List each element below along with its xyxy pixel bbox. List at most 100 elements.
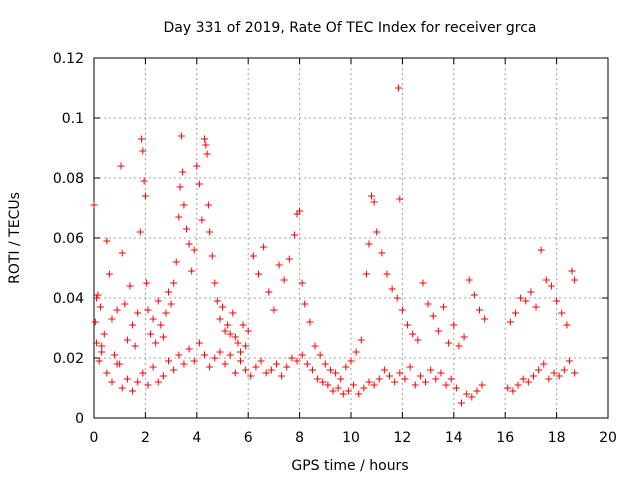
data-point <box>529 372 537 380</box>
data-point <box>537 246 545 254</box>
data-point <box>95 357 103 365</box>
data-point <box>226 330 234 338</box>
data-point <box>105 270 113 278</box>
data-point <box>547 282 555 290</box>
data-point <box>455 342 463 350</box>
data-point <box>152 339 160 347</box>
data-point <box>481 315 489 323</box>
data-point <box>447 375 455 383</box>
x-tick-label: 16 <box>496 430 514 446</box>
data-point <box>208 252 216 260</box>
data-point <box>463 390 471 398</box>
data-point <box>129 387 137 395</box>
data-point <box>355 390 363 398</box>
data-point <box>195 339 203 347</box>
data-point <box>517 294 525 302</box>
x-tick-label: 20 <box>599 430 617 446</box>
data-point <box>149 315 157 323</box>
data-point <box>139 147 147 155</box>
data-point <box>159 333 167 341</box>
data-point <box>560 366 568 374</box>
data-point <box>511 309 519 317</box>
data-point <box>370 381 378 389</box>
data-point <box>522 297 530 305</box>
x-tick-label: 18 <box>548 430 566 446</box>
data-point <box>401 375 409 383</box>
data-point <box>179 168 187 176</box>
data-point <box>236 348 244 356</box>
data-point <box>396 369 404 377</box>
data-point <box>344 387 352 395</box>
data-point <box>514 381 522 389</box>
data-point <box>422 378 430 386</box>
data-point <box>93 294 101 302</box>
data-point <box>211 354 219 362</box>
data-points <box>90 84 579 407</box>
data-point <box>450 321 458 329</box>
data-point <box>131 342 139 350</box>
data-point <box>198 216 206 224</box>
data-point <box>139 369 147 377</box>
data-point <box>242 366 250 374</box>
data-point <box>175 351 183 359</box>
data-point <box>290 231 298 239</box>
data-point <box>416 372 424 380</box>
data-point <box>170 279 178 287</box>
data-point <box>391 378 399 386</box>
data-point <box>303 360 311 368</box>
x-axis-label: GPS time / hours <box>291 458 408 474</box>
data-point <box>414 336 422 344</box>
data-point <box>360 384 368 392</box>
data-point <box>165 288 173 296</box>
data-point <box>234 339 242 347</box>
data-point <box>568 267 576 275</box>
x-tick-label: 12 <box>393 430 411 446</box>
data-point <box>204 201 212 209</box>
data-point <box>565 357 573 365</box>
data-point <box>308 366 316 374</box>
data-point <box>563 321 571 329</box>
data-point <box>134 309 142 317</box>
data-point <box>550 369 558 377</box>
data-point <box>424 300 432 308</box>
data-point <box>91 318 99 326</box>
data-point <box>111 351 119 359</box>
data-point <box>452 384 460 392</box>
data-point <box>545 375 553 383</box>
data-point <box>419 279 427 287</box>
data-point <box>216 315 224 323</box>
data-point <box>221 360 229 368</box>
data-point <box>117 162 125 170</box>
data-point <box>177 132 185 140</box>
data-point <box>337 375 345 383</box>
data-point <box>386 372 394 380</box>
data-point <box>332 369 340 377</box>
data-point <box>216 348 224 356</box>
data-point <box>375 375 383 383</box>
data-point <box>94 291 102 299</box>
data-point <box>427 366 435 374</box>
data-point <box>321 360 329 368</box>
data-point <box>242 342 250 350</box>
data-point <box>113 360 121 368</box>
data-point <box>188 267 196 275</box>
data-point <box>236 357 244 365</box>
data-point <box>324 381 332 389</box>
x-tick-label: 10 <box>342 430 360 446</box>
data-point <box>393 294 401 302</box>
data-point <box>201 135 209 143</box>
data-point <box>283 363 291 371</box>
data-point <box>504 384 512 392</box>
data-point <box>380 366 388 374</box>
data-point <box>478 381 486 389</box>
data-point <box>326 366 334 374</box>
x-tick-label: 0 <box>90 430 99 446</box>
data-point <box>203 150 211 158</box>
data-point <box>219 303 226 311</box>
data-point <box>476 306 483 314</box>
data-point <box>334 384 342 392</box>
data-point <box>103 237 111 245</box>
data-point <box>206 363 214 371</box>
data-point <box>280 276 288 284</box>
data-point <box>167 300 175 308</box>
